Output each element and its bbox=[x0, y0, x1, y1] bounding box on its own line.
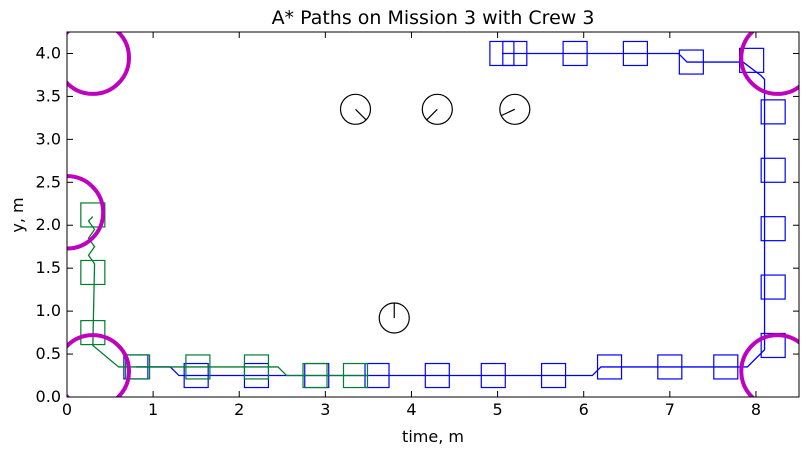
x-axis: 0 1 2 3 4 5 6 7 8 bbox=[62, 32, 761, 419]
chart-title: A* Paths on Mission 3 with Crew 3 bbox=[272, 7, 595, 29]
series-box-marker bbox=[183, 362, 209, 389]
series-box-marker bbox=[80, 259, 106, 286]
y-tick-label: 1.5 bbox=[36, 258, 61, 277]
obstacle-circle bbox=[67, 333, 131, 397]
y-tick-label: 2.0 bbox=[36, 215, 61, 234]
plot-content bbox=[67, 32, 799, 397]
series-box-marker bbox=[502, 40, 528, 67]
x-tick-label: 2 bbox=[234, 400, 244, 419]
x-tick-label: 7 bbox=[665, 400, 675, 419]
y-tick-label: 3.5 bbox=[36, 86, 61, 105]
y-tick-label: 0.0 bbox=[36, 387, 61, 406]
series-box-marker bbox=[489, 40, 515, 67]
obstacle-circle bbox=[67, 32, 131, 96]
gauge-circle bbox=[421, 93, 453, 125]
y-tick-label: 2.5 bbox=[36, 172, 61, 191]
series-box-marker bbox=[540, 362, 567, 389]
x-tick-label: 8 bbox=[751, 400, 761, 419]
series-box-marker bbox=[243, 354, 270, 380]
y-tick-label: 4.0 bbox=[36, 43, 61, 62]
obstacle-circle bbox=[739, 333, 799, 397]
y-axis-label: y, m bbox=[8, 197, 27, 232]
series-box-marker bbox=[480, 362, 506, 389]
x-axis-label: time, m bbox=[402, 427, 464, 446]
series-box-marker bbox=[125, 354, 151, 380]
gauge-needle bbox=[355, 108, 367, 121]
series-box-marker bbox=[713, 354, 739, 380]
y-tick-label: 1.0 bbox=[36, 301, 61, 320]
series-line bbox=[135, 52, 766, 377]
series-box-marker bbox=[678, 49, 704, 75]
series-line bbox=[87, 216, 369, 377]
series-box-marker bbox=[760, 99, 786, 125]
series-box-marker bbox=[760, 216, 786, 242]
x-tick-label: 0 bbox=[62, 400, 72, 419]
series-box-marker bbox=[80, 319, 106, 346]
x-tick-label: 5 bbox=[492, 400, 502, 419]
gauge-circle bbox=[499, 93, 531, 125]
gauge-circle bbox=[339, 93, 372, 125]
series-box-marker bbox=[596, 354, 623, 380]
series-box-marker bbox=[185, 354, 211, 380]
series-box-marker bbox=[760, 157, 786, 183]
series-box-marker bbox=[657, 354, 683, 380]
gauge-needle bbox=[426, 108, 438, 121]
obstacle-circle bbox=[739, 32, 799, 96]
obstacle-circle bbox=[67, 174, 106, 251]
series-box-marker bbox=[562, 40, 588, 67]
plot-frame bbox=[66, 31, 800, 398]
x-tick-label: 4 bbox=[406, 400, 416, 419]
series-box-marker bbox=[342, 362, 369, 389]
series-box-marker bbox=[760, 274, 786, 300]
y-tick-label: 3.0 bbox=[36, 129, 61, 148]
series-box-marker bbox=[424, 362, 450, 389]
y-tick-label: 0.5 bbox=[36, 344, 61, 363]
y-axis: 0.0 0.5 1.0 1.5 2.0 2.5 3.0 3.5 4.0 bbox=[36, 43, 799, 406]
x-tick-label: 3 bbox=[320, 400, 330, 419]
x-tick-label: 6 bbox=[579, 400, 589, 419]
x-tick-label: 1 bbox=[148, 400, 158, 419]
series-box-marker bbox=[302, 362, 328, 389]
series-box-marker bbox=[622, 40, 648, 67]
gauge-needle bbox=[500, 108, 516, 117]
plot-area bbox=[66, 31, 800, 398]
